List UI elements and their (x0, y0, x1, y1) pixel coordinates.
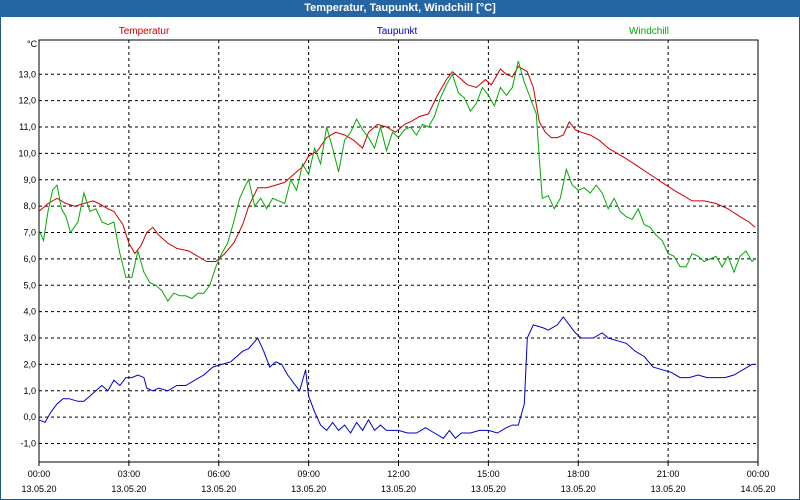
y-tick-label: 3,0 (23, 333, 36, 343)
y-tick-label: 4,0 (23, 307, 36, 317)
x-tick-time: 15:00 (477, 469, 500, 479)
x-tick-date: 13.05.20 (21, 484, 56, 494)
y-ticks: 13,0 12,0 11,0 10,0 9,0 8,0 7,0 6,0 5,0 4,0 3,0 2,0… (18, 69, 36, 448)
y-tick-label: 5,0 (23, 280, 36, 290)
legend-windchill: Windchill (629, 26, 669, 37)
y-tick-label: 11,0 (19, 122, 36, 132)
y-tick-label: 0,0 (23, 412, 36, 422)
y-axis-label: °C (27, 39, 38, 49)
x-tick-time: 03:00 (118, 469, 141, 479)
y-tick-label: 2,0 (23, 359, 36, 369)
legend-temperatur: Temperatur (119, 26, 170, 37)
x-tick-date: 13.05.20 (201, 484, 236, 494)
grid-lines (39, 40, 758, 462)
chart-title: Temperatur, Taupunkt, Windchill [°C] (0, 0, 800, 17)
x-tick-time: 18:00 (567, 469, 590, 479)
x-tick-date: 13.05.20 (651, 484, 686, 494)
x-tick-date: 13.05.20 (471, 484, 506, 494)
y-tick-label: 8,0 (23, 201, 36, 211)
x-tick-time: 06:00 (207, 469, 230, 479)
legend: Temperatur Taupunkt Windchill (119, 26, 669, 37)
x-tick-time: 09:00 (297, 469, 320, 479)
x-tick-date: 13.05.20 (291, 484, 326, 494)
y-tick-label: 6,0 (23, 254, 36, 264)
legend-taupunkt: Taupunkt (377, 26, 418, 37)
x-tick-time: 12:00 (387, 469, 410, 479)
x-tick-time: 00:00 (28, 469, 51, 479)
series-lines (38, 60, 756, 440)
y-tick-label: 1,0 (23, 386, 36, 396)
series-temperatur-line (38, 65, 756, 262)
x-tick-date: 14.05.20 (740, 484, 775, 494)
x-ticks: 00:00 13.05.20 03:00 13.05.20 06:00 13.05.20 0… (21, 462, 776, 494)
y-tick-label: 12,0 (18, 96, 36, 106)
x-tick-date: 13.05.20 (561, 484, 596, 494)
series-windchill-line (38, 60, 756, 303)
x-tick-date: 13.05.20 (381, 484, 416, 494)
y-tick-label: 10,0 (18, 148, 36, 158)
x-tick-date: 13.05.20 (111, 484, 146, 494)
x-tick-time: 21:00 (657, 469, 680, 479)
y-tick-label: 13,0 (18, 69, 36, 79)
series-taupunkt-line (38, 316, 755, 440)
y-tick-label: -1,0 (20, 439, 36, 449)
y-tick-label: 7,0 (23, 228, 36, 238)
x-tick-time: 00:00 (747, 469, 770, 479)
y-tick-label: 9,0 (23, 175, 36, 185)
